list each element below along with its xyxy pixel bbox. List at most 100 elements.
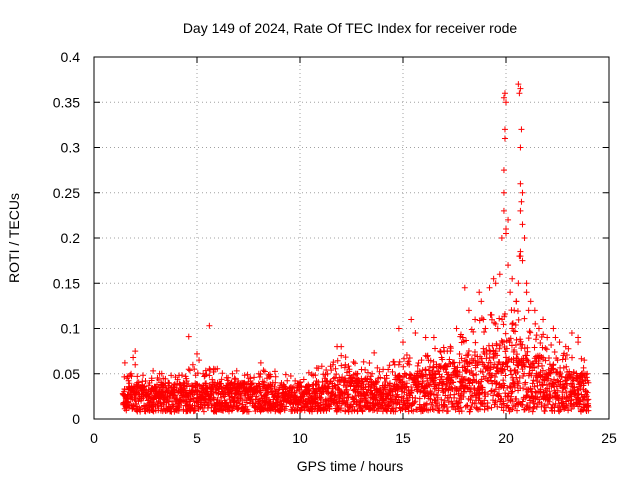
data-point [488, 387, 495, 394]
data-point [354, 408, 361, 415]
data-point [515, 81, 522, 88]
data-point [272, 379, 279, 386]
data-point [562, 356, 569, 363]
data-point [511, 381, 518, 388]
data-point [207, 397, 214, 404]
data-point [371, 349, 378, 356]
data-point [338, 352, 345, 359]
data-point [542, 345, 549, 352]
data-point [456, 359, 463, 366]
data-point [463, 337, 470, 344]
data-point [551, 376, 558, 383]
data-point [265, 389, 272, 396]
data-point [450, 379, 457, 386]
data-point [509, 398, 516, 405]
data-point [150, 367, 157, 374]
data-point [487, 348, 494, 355]
data-point [336, 386, 343, 393]
data-point [280, 381, 287, 388]
axes: 0 5 10 15 20 25 0 0.05 0.1 0.15 0.2 0.25 0.3 0.35 0.4 [53, 49, 617, 446]
data-point [531, 307, 538, 314]
data-point [148, 375, 155, 382]
data-point [545, 354, 552, 361]
data-point [440, 401, 447, 408]
data-point [202, 396, 209, 403]
data-point [562, 343, 569, 350]
data-point [550, 366, 557, 373]
data-point [567, 371, 574, 378]
data-point [580, 380, 587, 387]
data-point [458, 408, 465, 415]
data-point [331, 392, 338, 399]
data-point [381, 385, 388, 392]
data-point [531, 364, 538, 371]
data-point [478, 315, 485, 322]
data-point [506, 339, 513, 346]
data-point [324, 370, 331, 377]
data-point [523, 289, 530, 296]
data-point [414, 384, 421, 391]
data-point [484, 400, 491, 407]
data-point [500, 400, 507, 407]
data-point [183, 383, 190, 390]
data-point [354, 370, 361, 377]
data-point [127, 372, 134, 379]
data-point [406, 361, 413, 368]
data-point [577, 385, 584, 392]
data-point [480, 316, 487, 323]
data-point [515, 380, 522, 387]
data-point [313, 377, 320, 384]
data-point [515, 280, 522, 287]
data-point [440, 389, 447, 396]
data-point [220, 384, 227, 391]
data-point [492, 320, 499, 327]
data-point [152, 387, 159, 394]
data-point [333, 371, 340, 378]
data-point [218, 376, 225, 383]
data-point [305, 395, 312, 402]
data-point [484, 391, 491, 398]
data-point [430, 334, 437, 341]
data-point [126, 384, 133, 391]
data-point [418, 357, 425, 364]
data-point [496, 271, 503, 278]
y-tick-label: 0.05 [53, 366, 80, 382]
data-point [429, 405, 436, 412]
data-point [523, 280, 530, 287]
data-point [518, 198, 525, 205]
data-point [306, 390, 313, 397]
data-point [437, 348, 444, 355]
data-point [461, 284, 468, 291]
data-point [563, 363, 570, 370]
plot-frame [93, 56, 610, 420]
data-point [458, 355, 465, 362]
data-point [529, 389, 536, 396]
data-point [385, 366, 392, 373]
data-point [287, 372, 294, 379]
data-point [473, 371, 480, 378]
data-point [465, 307, 472, 314]
data-point [300, 376, 307, 383]
data-point [517, 336, 524, 343]
data-point [569, 354, 576, 361]
data-point [438, 396, 445, 403]
data-point [569, 380, 576, 387]
data-point [242, 403, 249, 410]
data-point [360, 358, 367, 365]
data-point [503, 359, 510, 366]
data-point [229, 406, 236, 413]
data-point [401, 355, 408, 362]
data-point [501, 90, 508, 97]
data-point [183, 377, 190, 384]
data-point [585, 379, 592, 386]
data-point [373, 392, 380, 399]
data-point [456, 369, 463, 376]
data-point [235, 377, 242, 384]
data-point [530, 377, 537, 384]
data-point [510, 380, 517, 387]
data-point [554, 404, 561, 411]
data-point [502, 372, 509, 379]
data-point [271, 368, 278, 375]
data-point [329, 361, 336, 368]
data-point [584, 370, 591, 377]
